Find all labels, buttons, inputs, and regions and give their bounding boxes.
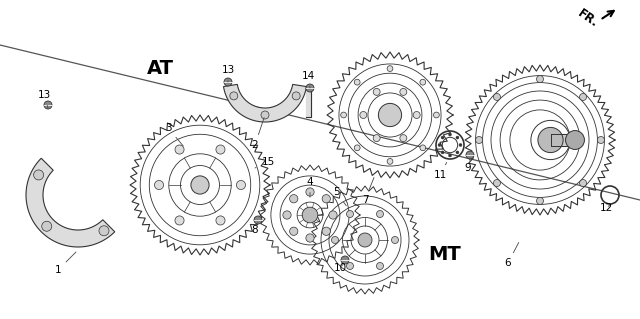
Text: 12: 12: [600, 203, 612, 213]
Circle shape: [42, 221, 52, 231]
Circle shape: [216, 216, 225, 225]
Circle shape: [387, 159, 393, 164]
Circle shape: [360, 112, 367, 118]
Text: 9: 9: [465, 158, 471, 173]
Circle shape: [536, 76, 543, 83]
Circle shape: [466, 151, 474, 159]
Circle shape: [44, 101, 52, 109]
Circle shape: [355, 79, 360, 85]
Circle shape: [493, 93, 500, 100]
Circle shape: [536, 197, 543, 204]
Circle shape: [459, 144, 462, 146]
Text: 11: 11: [433, 162, 447, 180]
Text: 13: 13: [221, 65, 235, 82]
Circle shape: [580, 93, 587, 100]
Circle shape: [456, 136, 459, 139]
Circle shape: [224, 78, 232, 86]
Circle shape: [580, 180, 587, 187]
Circle shape: [322, 227, 330, 235]
Circle shape: [289, 227, 298, 235]
Circle shape: [438, 144, 441, 146]
Text: FR.: FR.: [575, 6, 601, 30]
Text: 7: 7: [362, 178, 374, 205]
Text: 2: 2: [252, 118, 264, 150]
Text: 10: 10: [333, 263, 347, 273]
Polygon shape: [223, 85, 307, 122]
Circle shape: [392, 236, 399, 243]
Circle shape: [34, 170, 44, 180]
Circle shape: [400, 88, 407, 95]
Circle shape: [236, 181, 246, 189]
Circle shape: [441, 151, 444, 154]
Circle shape: [306, 188, 314, 196]
Circle shape: [346, 211, 353, 218]
Circle shape: [456, 151, 459, 154]
Text: AT: AT: [147, 58, 173, 78]
Circle shape: [420, 79, 426, 85]
Text: 5: 5: [333, 187, 346, 206]
Circle shape: [340, 112, 346, 118]
Circle shape: [413, 112, 420, 118]
Circle shape: [566, 130, 584, 149]
Circle shape: [191, 176, 209, 194]
Circle shape: [376, 211, 383, 218]
Circle shape: [449, 133, 451, 136]
Circle shape: [433, 112, 439, 118]
Text: MT: MT: [429, 246, 461, 264]
Circle shape: [493, 180, 500, 187]
Circle shape: [373, 88, 380, 95]
Circle shape: [302, 207, 318, 223]
Circle shape: [355, 145, 360, 151]
Circle shape: [306, 234, 314, 242]
Circle shape: [329, 211, 337, 219]
Circle shape: [400, 135, 407, 142]
Circle shape: [441, 136, 444, 139]
Circle shape: [378, 103, 402, 127]
Circle shape: [292, 92, 300, 100]
Circle shape: [99, 226, 109, 236]
Circle shape: [175, 145, 184, 154]
Circle shape: [387, 66, 393, 71]
Circle shape: [358, 233, 372, 247]
Text: 14: 14: [301, 71, 315, 88]
Circle shape: [306, 84, 314, 92]
Circle shape: [261, 111, 269, 119]
Circle shape: [230, 92, 238, 100]
Polygon shape: [26, 158, 115, 247]
Text: 13: 13: [37, 90, 51, 108]
Circle shape: [322, 195, 330, 203]
Circle shape: [283, 211, 291, 219]
Text: 8: 8: [252, 222, 259, 235]
Circle shape: [175, 216, 184, 225]
Text: 3: 3: [164, 123, 183, 146]
Circle shape: [216, 145, 225, 154]
Circle shape: [449, 154, 451, 157]
Circle shape: [154, 181, 164, 189]
Circle shape: [420, 145, 426, 151]
Text: 4: 4: [307, 177, 314, 197]
Circle shape: [597, 137, 604, 144]
Circle shape: [476, 137, 483, 144]
Circle shape: [376, 263, 383, 270]
Circle shape: [346, 263, 353, 270]
Circle shape: [538, 127, 563, 152]
Circle shape: [373, 135, 380, 142]
Circle shape: [341, 256, 349, 264]
Text: 6: 6: [505, 242, 518, 268]
Circle shape: [332, 236, 339, 243]
Text: 15: 15: [255, 157, 275, 168]
Text: 1: 1: [54, 252, 76, 275]
Circle shape: [254, 216, 262, 224]
Circle shape: [289, 195, 298, 203]
Polygon shape: [550, 134, 575, 146]
Polygon shape: [307, 86, 312, 116]
